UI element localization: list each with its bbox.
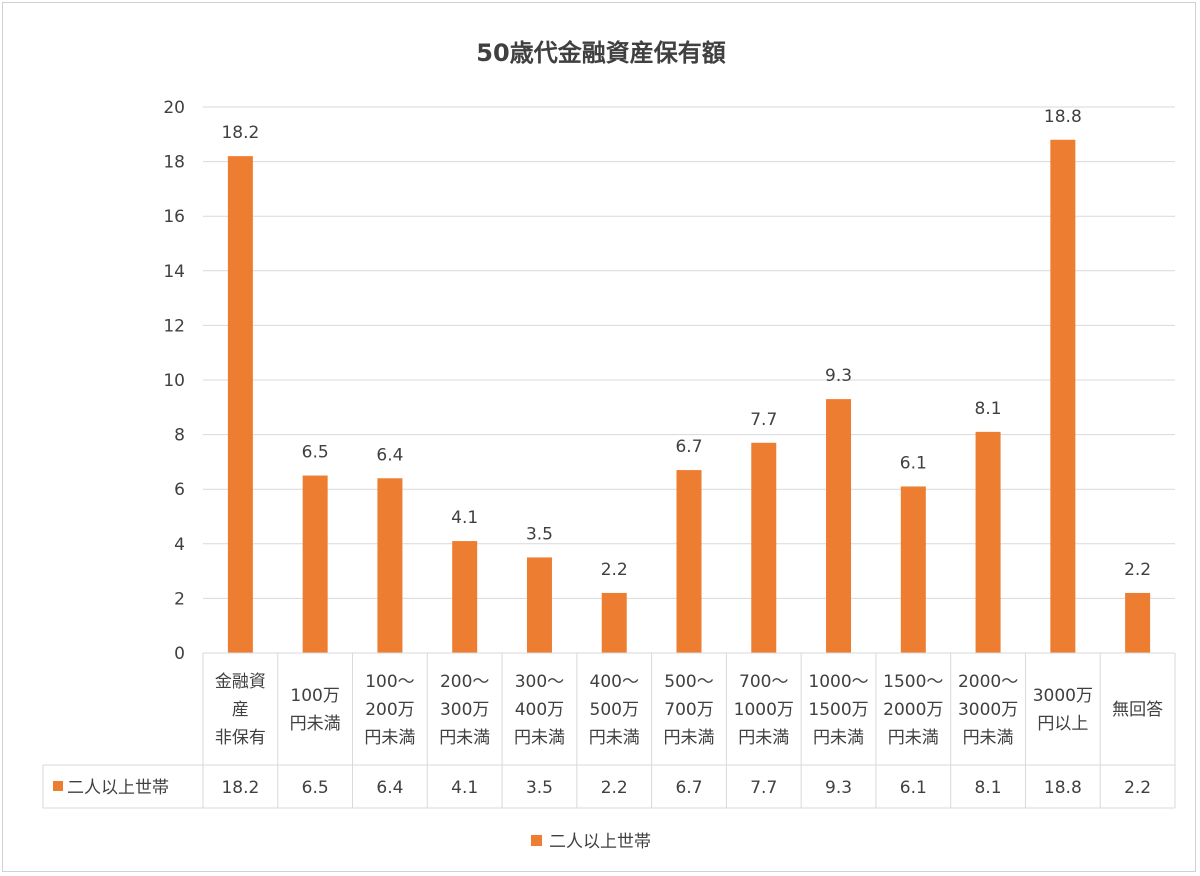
y-tick-label: 4 <box>174 535 185 555</box>
category-label: 無回答 <box>1112 700 1163 720</box>
bar <box>452 541 478 653</box>
bar <box>1050 139 1076 653</box>
bar-chart: 50歳代金融資産保有額 0 2 4 6 8 10 12 14 16 18 20 18.2 6.5 6.4… <box>42 39 1176 852</box>
y-tick-label: 18 <box>163 153 185 173</box>
bar <box>377 478 403 653</box>
y-axis-ticks: 0 2 4 6 8 10 12 14 16 18 20 <box>163 98 185 664</box>
category-label: 300〜 400万円未満 <box>514 672 565 748</box>
y-tick-label: 2 <box>174 589 185 609</box>
table-cell: 4.1 <box>451 778 478 798</box>
data-label: 9.3 <box>825 366 852 386</box>
category-label: 1500〜 2000万円未満 <box>883 672 943 748</box>
bar <box>1125 592 1151 653</box>
table-cell: 18.2 <box>221 778 259 798</box>
table-legend-swatch <box>53 781 63 791</box>
table-cell: 2.2 <box>601 778 628 798</box>
chart-title: 50歳代金融資産保有額 <box>476 39 725 67</box>
bar <box>302 475 328 653</box>
data-table: 金融資産非保有 100万円未満 100〜 200万円未満 200〜 300万円未満 300〜… <box>42 652 1176 809</box>
table-cell: 6.5 <box>302 778 329 798</box>
bar <box>526 557 552 653</box>
bar <box>826 399 852 653</box>
category-label: 500〜 700万円未満 <box>664 672 715 748</box>
bar <box>676 470 702 653</box>
category-label: 2000〜 3000万円未満 <box>958 672 1018 748</box>
category-label: 1000〜 1500万円未満 <box>808 672 868 748</box>
table-cell: 6.4 <box>376 778 403 798</box>
data-label: 3.5 <box>526 524 553 544</box>
data-label: 2.2 <box>1124 560 1151 580</box>
table-cell: 6.7 <box>675 778 702 798</box>
bar <box>975 431 1001 653</box>
table-cell: 3.5 <box>526 778 553 798</box>
data-label: 6.7 <box>675 437 702 457</box>
data-label: 6.5 <box>302 443 329 463</box>
y-tick-label: 16 <box>163 207 185 227</box>
bar <box>227 156 253 653</box>
table-cell: 7.7 <box>750 778 777 798</box>
category-label: 3000万円以上 <box>1033 686 1093 734</box>
category-label: 金融資産非保有 <box>215 672 266 748</box>
data-label: 18.2 <box>221 123 259 143</box>
table-cell: 9.3 <box>825 778 852 798</box>
bars <box>227 139 1151 653</box>
data-label: 6.1 <box>900 453 927 473</box>
y-tick-label: 0 <box>174 644 185 664</box>
y-tick-label: 20 <box>163 98 185 118</box>
data-label: 4.1 <box>451 508 478 528</box>
y-tick-label: 10 <box>163 371 185 391</box>
legend-swatch <box>531 835 542 846</box>
table-cell: 8.1 <box>975 778 1002 798</box>
bar <box>900 486 926 653</box>
data-label: 7.7 <box>750 410 777 430</box>
data-label: 8.1 <box>975 399 1002 419</box>
data-label: 18.8 <box>1044 107 1082 127</box>
y-tick-label: 8 <box>174 426 185 446</box>
category-label: 700〜 1000万円未満 <box>734 672 794 748</box>
category-label: 100万円未満 <box>290 686 341 734</box>
data-label: 2.2 <box>601 560 628 580</box>
y-tick-label: 14 <box>163 262 185 282</box>
data-label: 6.4 <box>376 445 403 465</box>
table-cell: 18.8 <box>1044 778 1082 798</box>
table-cell: 2.2 <box>1124 778 1151 798</box>
bar <box>601 592 627 653</box>
category-label: 400〜 500万円未満 <box>589 672 640 748</box>
y-tick-label: 6 <box>174 480 185 500</box>
data-labels: 18.2 6.5 6.4 4.1 3.5 2.2 6.7 7.7 9.3 6.1 8.1 18.8 2.… <box>221 107 1151 580</box>
category-label: 100〜 200万円未満 <box>364 672 415 748</box>
bar <box>751 442 777 653</box>
category-label: 200〜 300万円未満 <box>439 672 490 748</box>
table-cell: 6.1 <box>900 778 927 798</box>
y-tick-label: 12 <box>163 316 185 336</box>
table-row-header: 二人以上世帯 <box>67 778 169 798</box>
gridlines <box>203 106 1175 654</box>
legend-label: 二人以上世帯 <box>549 832 651 852</box>
legend: 二人以上世帯 <box>531 832 651 852</box>
